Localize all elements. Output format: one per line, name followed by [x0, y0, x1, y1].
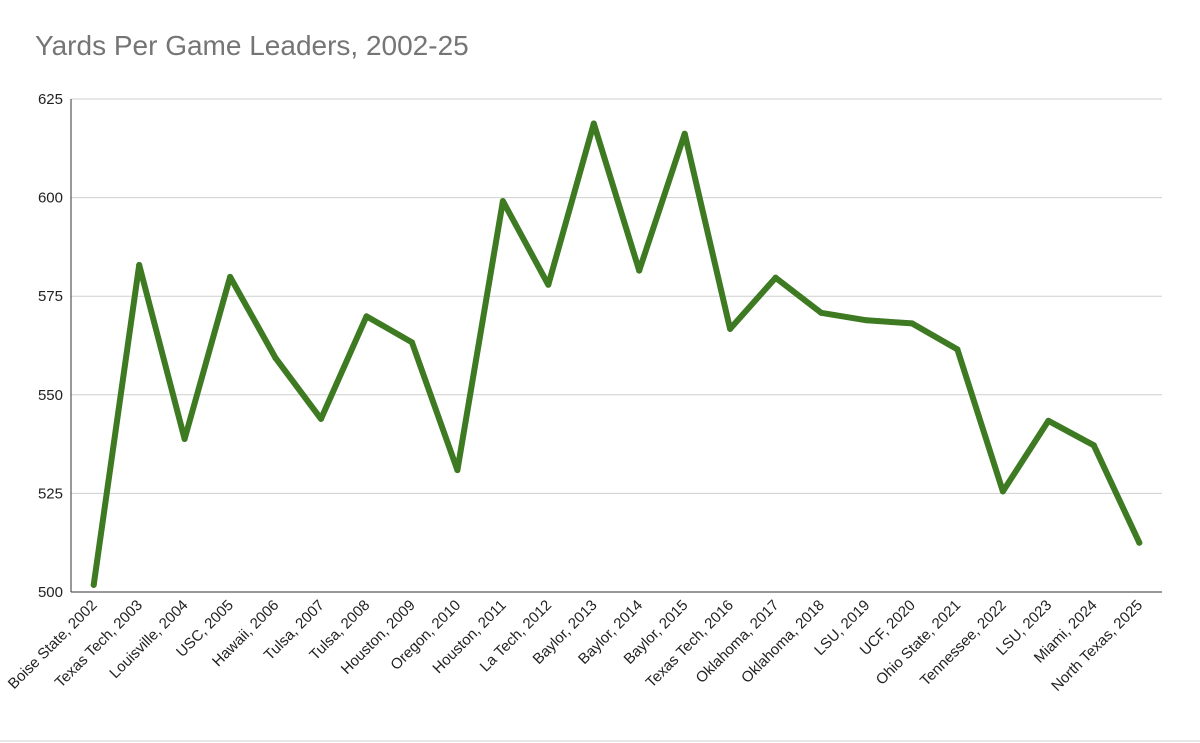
- y-tick-label: 550: [38, 387, 63, 404]
- data-point: [499, 198, 506, 205]
- series-line: [90, 120, 1143, 588]
- data-point: [545, 281, 552, 288]
- data-point: [227, 273, 234, 280]
- data-point: [318, 415, 325, 422]
- series-layer: [90, 120, 1143, 588]
- data-point: [999, 488, 1006, 495]
- y-tick-label: 500: [38, 584, 63, 601]
- data-point: [590, 120, 597, 127]
- x-tick-label: Oklahoma, 2018: [738, 597, 828, 687]
- data-point: [818, 309, 825, 316]
- data-point: [363, 313, 370, 320]
- data-point: [136, 262, 143, 269]
- data-point: [272, 355, 279, 362]
- x-tick-label: Oklahoma, 2017: [693, 597, 783, 687]
- data-point: [90, 581, 97, 588]
- y-tick-labels: 500 525 550 575 600 625: [38, 91, 63, 601]
- data-point: [681, 130, 688, 137]
- y-tick-label: 600: [38, 190, 63, 207]
- data-point: [1045, 417, 1052, 424]
- data-point: [408, 339, 415, 346]
- y-tick-label: 625: [38, 91, 63, 108]
- gridlines: [71, 98, 1162, 494]
- data-point: [181, 435, 188, 442]
- data-point: [636, 267, 643, 274]
- data-point: [863, 317, 870, 324]
- axes: [70, 99, 1162, 593]
- data-point: [954, 346, 961, 353]
- y-tick-label: 575: [38, 288, 63, 305]
- data-point: [1136, 539, 1143, 546]
- data-point: [908, 320, 915, 327]
- data-point: [1090, 442, 1097, 449]
- x-tick-label: Louisville, 2004: [106, 597, 191, 682]
- data-point: [454, 467, 461, 474]
- y-tick-label: 525: [38, 485, 63, 502]
- chart-title: Yards Per Game Leaders, 2002-25: [35, 30, 469, 61]
- data-point: [772, 274, 779, 281]
- data-point: [727, 325, 734, 332]
